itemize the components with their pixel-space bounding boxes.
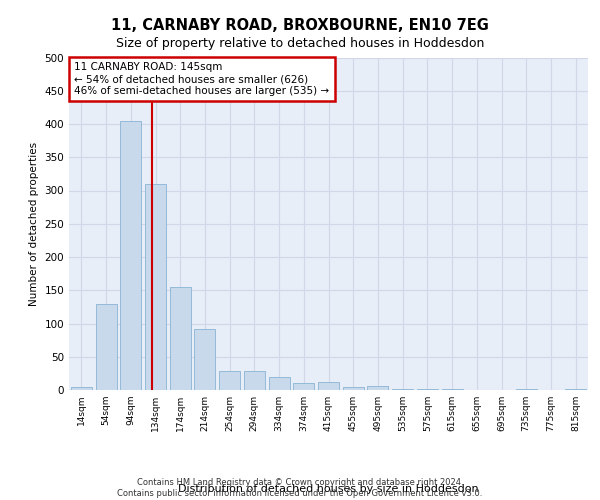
- Bar: [170, 287, 191, 390]
- Bar: [244, 372, 265, 390]
- X-axis label: Distribution of detached houses by size in Hoddesdon: Distribution of detached houses by size …: [178, 484, 479, 494]
- Bar: [318, 382, 339, 390]
- Bar: [95, 304, 116, 390]
- Bar: [219, 372, 240, 390]
- Text: Size of property relative to detached houses in Hoddesdon: Size of property relative to detached ho…: [116, 38, 484, 51]
- Text: Contains HM Land Registry data © Crown copyright and database right 2024.
Contai: Contains HM Land Registry data © Crown c…: [118, 478, 482, 498]
- Bar: [145, 184, 166, 390]
- Bar: [71, 386, 92, 390]
- Bar: [194, 329, 215, 390]
- Text: 11 CARNABY ROAD: 145sqm
← 54% of detached houses are smaller (626)
46% of semi-d: 11 CARNABY ROAD: 145sqm ← 54% of detache…: [74, 62, 329, 96]
- Bar: [343, 386, 364, 390]
- Bar: [120, 120, 141, 390]
- Bar: [392, 388, 413, 390]
- Bar: [293, 384, 314, 390]
- Bar: [269, 376, 290, 390]
- Bar: [367, 386, 388, 390]
- Y-axis label: Number of detached properties: Number of detached properties: [29, 142, 39, 306]
- Text: 11, CARNABY ROAD, BROXBOURNE, EN10 7EG: 11, CARNABY ROAD, BROXBOURNE, EN10 7EG: [111, 18, 489, 32]
